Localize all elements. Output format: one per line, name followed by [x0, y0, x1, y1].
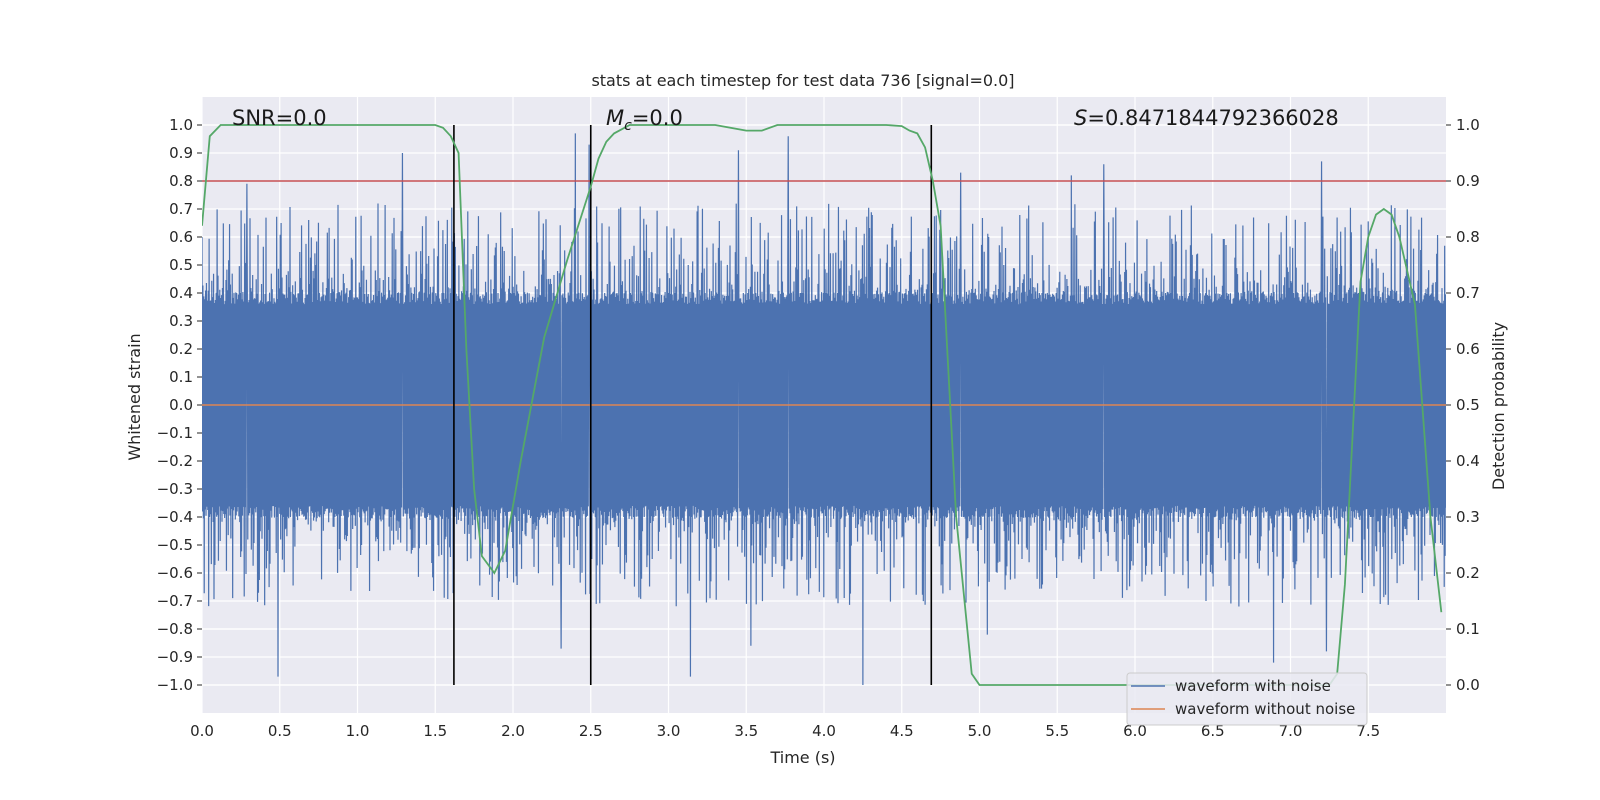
- axes: 0.0 0.5 1.0 1.5 2.0 2.5 3.0 3.5 4.0 4.5 5.0 5.5 6.0 6…: [157, 116, 1480, 740]
- y-tick-label: −0.2: [157, 452, 193, 470]
- x-tick-label: 3.5: [734, 722, 758, 740]
- x-tick-label: 7.0: [1279, 722, 1303, 740]
- y-tick-label: −0.1: [157, 424, 193, 442]
- y-axis-label: Whitened strain: [125, 333, 144, 460]
- score-annotation: S=0.8471844792366028: [1074, 106, 1339, 130]
- y2-tick-label: 0.8: [1456, 228, 1480, 246]
- y-tick-label: 1.0: [169, 116, 193, 134]
- x-tick-label: 5.0: [968, 722, 992, 740]
- y2-tick-label: 0.1: [1456, 620, 1480, 638]
- chart-title: stats at each timestep for test data 736…: [591, 71, 1014, 90]
- x-tick-label: 6.0: [1123, 722, 1147, 740]
- legend: waveform with noise waveform without noi…: [1126, 672, 1368, 726]
- x-tick-label: 0.5: [268, 722, 292, 740]
- y2-axis-label: Detection probability: [1489, 322, 1508, 490]
- y2-tick-label: 1.0: [1456, 116, 1480, 134]
- x-tick-label: 0.0: [190, 722, 214, 740]
- y2-tick-label: 0.9: [1456, 172, 1480, 190]
- y2-tick-label: 0.0: [1456, 676, 1480, 694]
- score-value: =0.8471844792366028: [1087, 106, 1338, 130]
- y2-tick-label: 0.4: [1456, 452, 1480, 470]
- y-tick-label: −1.0: [157, 676, 193, 694]
- snr-annotation: SNR=0.0: [232, 106, 327, 130]
- y-tick-label: −0.6: [157, 564, 193, 582]
- x-tick-label: 7.5: [1356, 722, 1380, 740]
- score-symbol: S: [1074, 106, 1087, 130]
- y-tick-label: 0.5: [169, 256, 193, 274]
- y2-tick-label: 0.2: [1456, 564, 1480, 582]
- series-detection-probability: [202, 124, 1443, 686]
- x-tick-label: 5.5: [1045, 722, 1069, 740]
- y-tick-label: 0.9: [169, 144, 193, 162]
- x-tick-label: 4.5: [890, 722, 914, 740]
- x-axis-label: Time (s): [769, 748, 835, 767]
- y2-tick-label: 0.6: [1456, 340, 1480, 358]
- y-tick-label: 0.7: [169, 200, 193, 218]
- series-waveform-with-noise: [202, 133, 1446, 686]
- y-tick-label: −0.5: [157, 536, 193, 554]
- y2-tick-label: 0.5: [1456, 396, 1480, 414]
- y-tick-label: 0.8: [169, 172, 193, 190]
- y-tick-label: 0.6: [169, 228, 193, 246]
- y-tick-label: −0.9: [157, 648, 193, 666]
- y-tick-label: −0.4: [157, 508, 193, 526]
- y-tick-label: 0.1: [169, 368, 193, 386]
- x-tick-label: 3.0: [657, 722, 681, 740]
- event-markers: [453, 125, 933, 685]
- y2-tick-label: 0.7: [1456, 284, 1480, 302]
- y-tick-label: −0.7: [157, 592, 193, 610]
- chirp-mass-annotation: Mc=0.0: [606, 106, 683, 134]
- x-tick-label: 2.5: [579, 722, 603, 740]
- y-tick-label: −0.3: [157, 480, 193, 498]
- x-tick-label: 1.0: [346, 722, 370, 740]
- legend-box: [1126, 672, 1368, 726]
- x-tick-label: 6.5: [1201, 722, 1225, 740]
- chirp-mass-value: =0.0: [632, 106, 683, 130]
- y-tick-label: −0.8: [157, 620, 193, 638]
- x-tick-label: 2.0: [501, 722, 525, 740]
- y-tick-label: 0.0: [169, 396, 193, 414]
- chirp-mass-symbol: M: [606, 106, 624, 130]
- legend-label-noise: waveform with noise: [1175, 677, 1331, 695]
- y-tick-label: 0.2: [169, 340, 193, 358]
- chirp-mass-subscript: c: [624, 118, 632, 134]
- data-layer: [202, 124, 1446, 686]
- x-tick-label: 4.0: [812, 722, 836, 740]
- y-tick-label: 0.4: [169, 284, 193, 302]
- y-tick-label: 0.3: [169, 312, 193, 330]
- x-tick-label: 1.5: [423, 722, 447, 740]
- legend-label-clean: waveform without noise: [1175, 700, 1355, 718]
- y2-tick-label: 0.3: [1456, 508, 1480, 526]
